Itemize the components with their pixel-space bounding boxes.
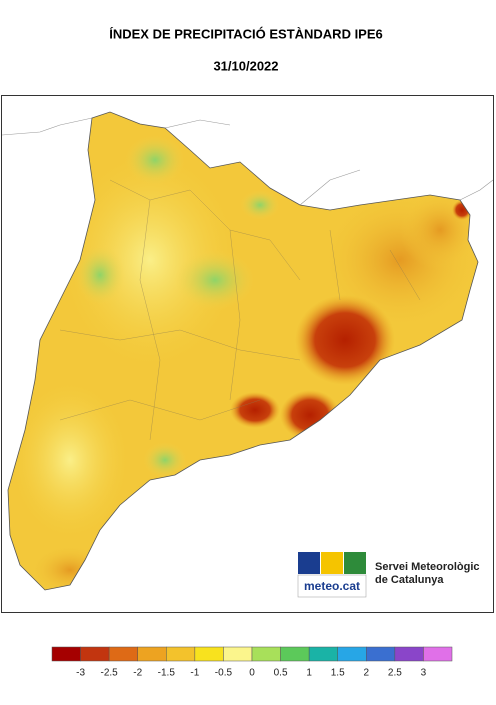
- legend-tick-label: -1: [190, 668, 199, 679]
- legend-tick-label: -2: [133, 668, 142, 679]
- legend-tick-label: 2: [364, 668, 370, 679]
- legend-tick-label: -3: [76, 668, 85, 679]
- coastline: [7, 111, 479, 591]
- legend-swatch: [223, 646, 253, 662]
- legend-tick-label: -2.5: [101, 668, 119, 679]
- legend-swatch: [394, 646, 424, 662]
- legend-swatch: [280, 646, 310, 662]
- legend-tick-label: -0.5: [215, 668, 233, 679]
- legend: -3 -2.5 -2 -1.5 -1 -0.5 0 0.5 1 1.5 2 2.5 3: [51, 646, 453, 679]
- legend-tick-label: 1.5: [331, 668, 345, 679]
- legend-tick-label: -1.5: [158, 668, 176, 679]
- legend-swatch: [423, 646, 453, 662]
- legend-swatch: [251, 646, 281, 662]
- legend-tick-label: 0: [249, 668, 255, 679]
- legend-swatch: [308, 646, 338, 662]
- legend-swatch: [80, 646, 110, 662]
- legend-tick-label: 1: [306, 668, 312, 679]
- legend-swatch: [194, 646, 224, 662]
- neighbour-borders: [1, 117, 494, 206]
- logo-brand: meteo.cat: [304, 579, 360, 593]
- legend-tick-label: 0.5: [274, 668, 288, 679]
- legend-tick-label: 3: [421, 668, 427, 679]
- legend-tick-label: 2.5: [388, 668, 402, 679]
- legend-swatch: [166, 646, 196, 662]
- legend-swatch: [108, 646, 138, 662]
- logo: meteo.cat Servei Meteorològic de Catalun…: [297, 552, 480, 598]
- legend-swatch: [51, 646, 81, 662]
- logo-line: de Catalunya: [375, 574, 444, 586]
- legend-swatch: [137, 646, 167, 662]
- logo-line: Servei Meteorològic: [375, 561, 480, 573]
- title: ÍNDEX DE PRECIPITACIÓ ESTÀNDARD IPE6: [109, 26, 383, 41]
- legend-swatch: [337, 646, 367, 662]
- date: 31/10/2022: [213, 58, 278, 73]
- legend-swatch: [366, 646, 396, 662]
